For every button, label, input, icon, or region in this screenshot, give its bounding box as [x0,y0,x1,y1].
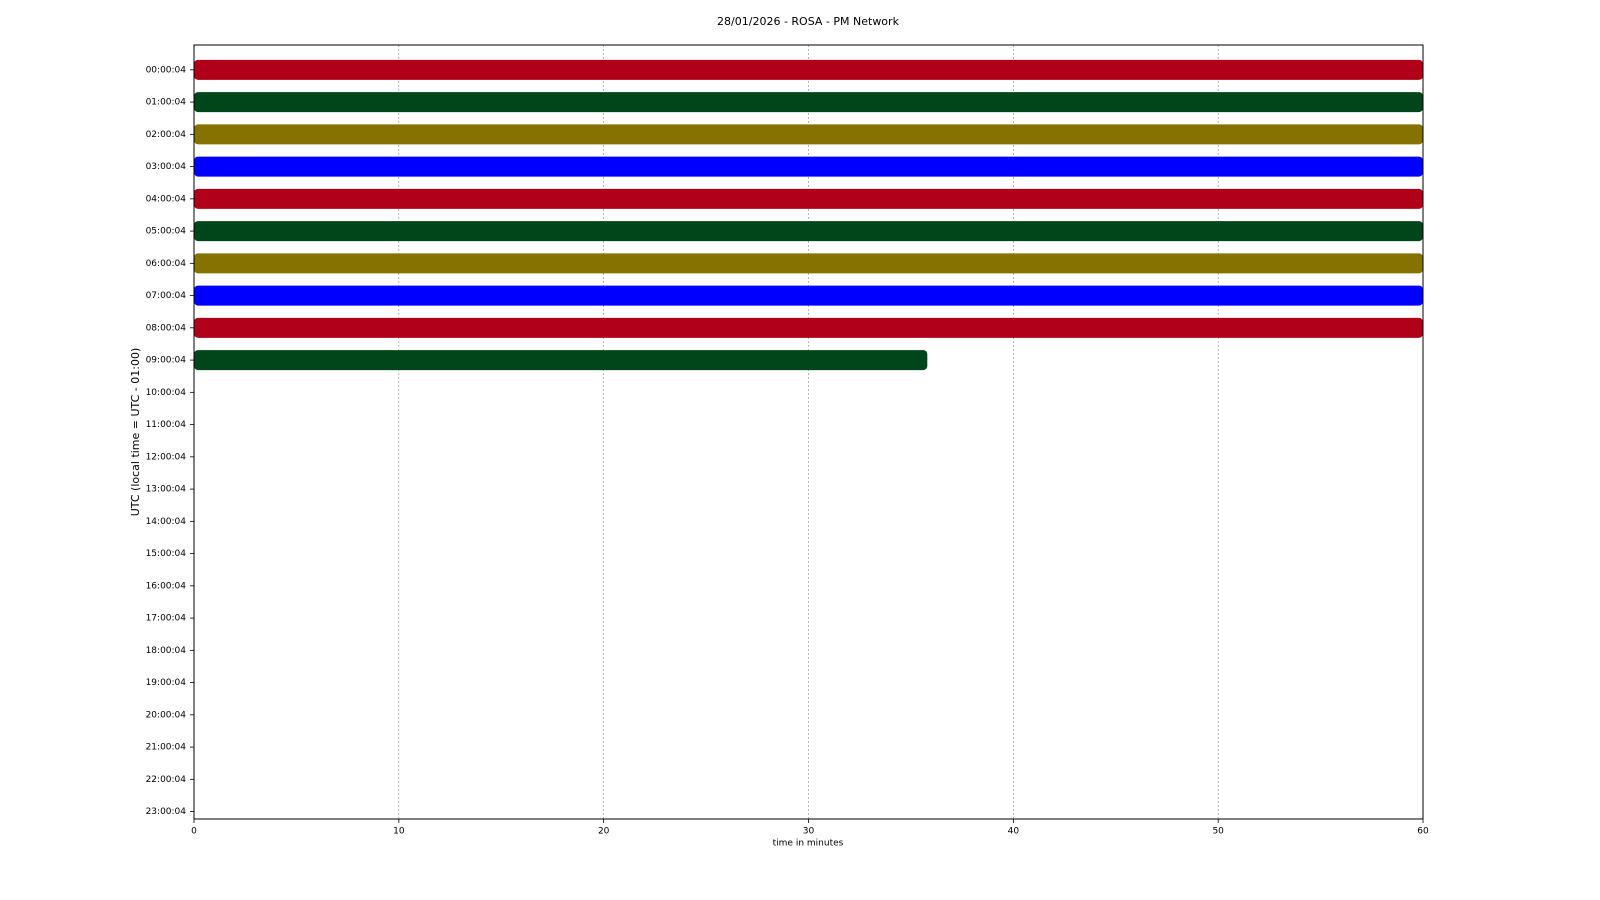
trace [194,59,1423,80]
y-tick-label: 18:00:04 [146,646,187,656]
trace [194,156,1423,177]
y-tick-label: 20:00:04 [146,710,187,720]
y-tick-label: 15:00:04 [146,549,187,559]
y-tick-label: 17:00:04 [146,614,187,624]
x-tick-label: 20 [598,827,610,837]
y-tick-label: 11:00:04 [146,420,187,430]
trace [194,188,1423,209]
y-tick-label: 00:00:04 [146,65,187,75]
y-tick-label: 02:00:04 [146,130,187,140]
x-tick-label: 30 [803,827,815,837]
y-tick-label: 16:00:04 [146,581,187,591]
y-tick-label: 04:00:04 [146,194,187,204]
chart-title: 28/01/2026 - ROSA - PM Network [717,15,900,28]
y-tick-label: 14:00:04 [146,517,187,527]
y-tick-label: 06:00:04 [146,259,187,269]
trace [194,317,1423,338]
trace [194,92,1423,113]
y-axis-label: UTC (local time = UTC - 01:00) [129,348,142,517]
y-tick-label: 03:00:04 [146,162,187,172]
y-tick-label: 12:00:04 [146,452,187,462]
y-tick-label: 05:00:04 [146,227,187,237]
x-tick-label: 10 [393,827,405,837]
y-tick-label: 10:00:04 [146,388,187,398]
y-tick-label: 21:00:04 [146,743,187,753]
y-tick-label: 22:00:04 [146,775,187,785]
x-tick-label: 40 [1008,827,1020,837]
trace [194,253,1423,274]
y-tick-label: 23:00:04 [146,807,187,817]
plot-frame [193,44,1424,820]
y-tick-label: 09:00:04 [146,356,187,366]
x-tick-label: 60 [1417,827,1429,837]
x-tick-label: 0 [191,827,197,837]
x-tick-label: 50 [1212,827,1224,837]
y-tick-label: 08:00:04 [146,323,187,333]
y-tick-label: 19:00:04 [146,678,187,688]
trace [194,221,1423,242]
x-axis-label: time in minutes [773,839,844,849]
trace [194,285,1423,306]
trace [194,124,1423,145]
y-tick-label: 01:00:04 [146,98,187,108]
trace [194,350,928,371]
y-tick-label: 13:00:04 [146,485,187,495]
y-tick-label: 07:00:04 [146,291,187,301]
